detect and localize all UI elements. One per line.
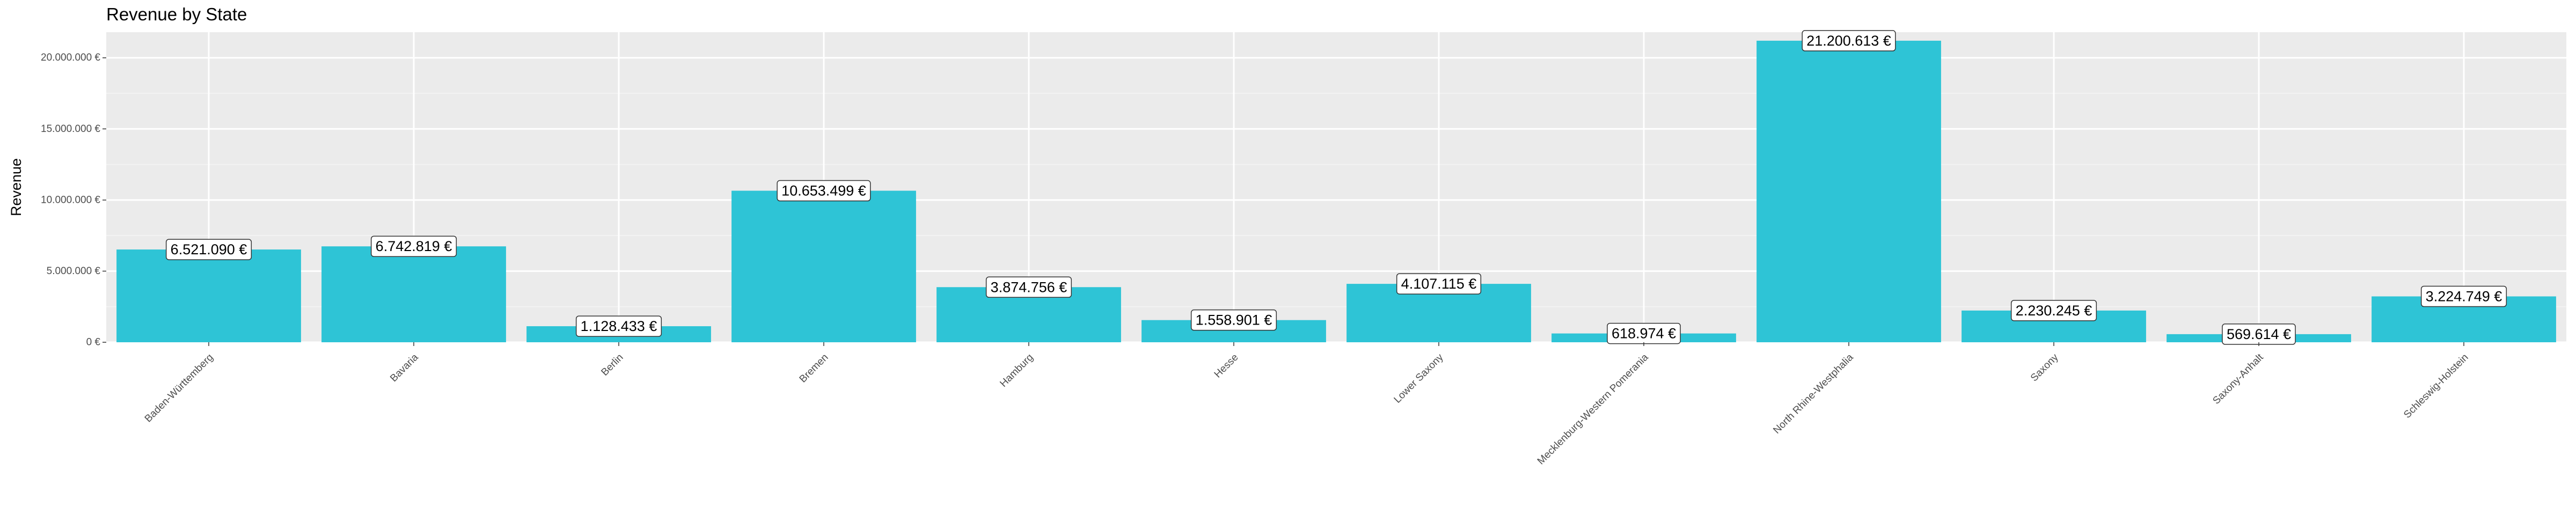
data-label: 10.653.499 € <box>777 180 871 202</box>
data-label: 21.200.613 € <box>1802 30 1896 52</box>
grid-major <box>106 32 2566 343</box>
data-label-box <box>575 315 662 337</box>
data-label-text: 2.230.245 € <box>2016 303 2092 319</box>
chart-title: Revenue by State <box>106 4 247 24</box>
data-label-text: 3.224.749 € <box>2426 288 2502 304</box>
x-tick-label: Schleswig-Holstein <box>2402 352 2470 421</box>
plot-panel <box>106 32 2566 342</box>
x-tick-label: Bremen <box>797 352 831 385</box>
data-label-text: 1.128.433 € <box>581 318 657 334</box>
data-label: 1.128.433 € <box>575 315 662 337</box>
bar <box>731 190 916 342</box>
data-label-text: 6.742.819 € <box>376 238 452 254</box>
data-label: 3.874.756 € <box>985 276 1072 298</box>
data-label-text: 10.653.499 € <box>781 183 866 199</box>
data-label-text: 618.974 € <box>1612 326 1676 342</box>
data-label: 618.974 € <box>1607 322 1681 344</box>
grid-minor <box>106 93 2566 307</box>
x-tick-label: Hamburg <box>998 352 1035 389</box>
y-tick-label: 10.000.000 € <box>41 194 100 205</box>
data-label-box <box>2010 300 2097 321</box>
x-tick-label: Mecklenburg-Western Pomerania <box>1535 351 1651 467</box>
data-label-text: 6.521.090 € <box>171 241 247 258</box>
data-label-text: 569.614 € <box>2227 326 2291 342</box>
data-label: 6.742.819 € <box>370 236 457 257</box>
data-label-box <box>1190 309 1277 331</box>
bars <box>116 40 2556 342</box>
x-axis: Baden-Württemberg Bavaria Berlin Bremen Hamb… <box>143 342 2471 467</box>
bar <box>1757 40 1941 342</box>
x-tick-label: Saxony-Anhalt <box>2211 351 2266 407</box>
x-tick-label: Lower Saxony <box>1392 351 1446 405</box>
data-label: 1.558.901 € <box>1190 309 1277 331</box>
data-label: 4.107.115 € <box>1396 273 1482 295</box>
data-label-box <box>1396 273 1482 295</box>
data-label-text: 1.558.901 € <box>1196 312 1272 328</box>
x-tick-label: Saxony <box>2029 351 2061 384</box>
bar <box>321 246 506 342</box>
data-label-box <box>777 180 871 202</box>
y-axis: 0 € 5.000.000 € 10.000.000 € 15.000.000 € 20… <box>41 52 106 348</box>
data-label: 6.521.090 € <box>165 239 252 260</box>
data-label-box <box>1802 30 1896 52</box>
data-label-box <box>2420 285 2507 307</box>
y-tick-label: 0 € <box>86 337 101 348</box>
x-tick-label: Baden-Württemberg <box>143 352 216 425</box>
data-label-box <box>985 276 1072 298</box>
y-tick-label: 20.000.000 € <box>41 52 100 63</box>
data-label: 3.224.749 € <box>2420 285 2507 307</box>
data-label-box <box>165 239 252 260</box>
x-tick-label: Berlin <box>599 352 625 378</box>
bar <box>116 249 301 342</box>
y-tick-label: 15.000.000 € <box>41 123 100 135</box>
y-axis-label: Revenue <box>8 158 24 216</box>
x-tick-label: Bavaria <box>388 351 421 384</box>
data-label: 2.230.245 € <box>2010 300 2097 321</box>
y-tick-label: 5.000.000 € <box>47 266 101 277</box>
x-tick-label: North Rhine-Westphalia <box>1771 351 1856 436</box>
x-tick-label: Hesse <box>1212 352 1241 380</box>
data-label: 569.614 € <box>2222 323 2296 345</box>
data-label-box <box>370 236 457 257</box>
data-label-text: 3.874.756 € <box>991 279 1067 295</box>
data-label-text: 4.107.115 € <box>1401 276 1477 292</box>
data-label-text: 21.200.613 € <box>1806 33 1891 49</box>
